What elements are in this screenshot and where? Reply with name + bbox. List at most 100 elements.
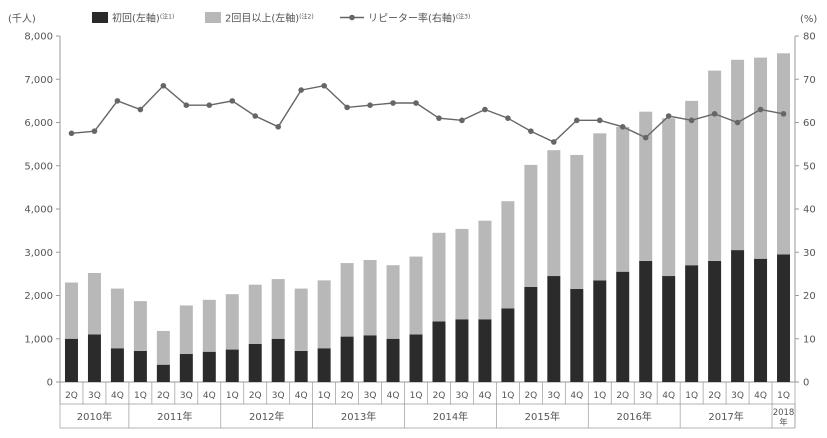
repeater-rate-point	[711, 111, 718, 117]
quarter-label: 4Q	[387, 391, 400, 401]
quarter-label: 4Q	[570, 391, 583, 401]
bar-repeat	[248, 284, 262, 344]
repeater-rate-point	[114, 98, 121, 104]
quarter-label: 2Q	[433, 391, 446, 401]
bar-repeat	[409, 256, 423, 335]
right-tick-label: 0	[803, 378, 809, 389]
legend-note: (注1)	[160, 13, 175, 21]
quarter-label: 3Q	[456, 391, 469, 401]
right-axis-unit: (%)	[800, 14, 817, 25]
year-label: 2018	[773, 408, 795, 418]
quarter-label: 1Q	[501, 391, 514, 401]
quarter-label: 4Q	[662, 391, 675, 401]
repeater-rate-point	[619, 124, 626, 130]
quarter-label: 3Q	[639, 391, 652, 401]
bar-repeat	[639, 111, 653, 261]
quarter-label: 2Q	[341, 391, 354, 401]
repeater-rate-point	[68, 130, 75, 137]
bar-repeat	[64, 282, 78, 339]
quarter-label: 3Q	[547, 391, 560, 401]
quarter-label: 3Q	[88, 391, 101, 401]
x-axis-labels: 2Q 3Q 4Q 1Q 2Q 3Q 4Q 1Q 2Q 3Q 4Q 1Q 2Q 3Q 4Q 1Q 2Q 3Q 4Q 1Q…	[59, 382, 796, 429]
right-tick-label: 70	[803, 75, 816, 86]
bar-repeat	[432, 232, 446, 322]
bar-repeat	[340, 263, 354, 337]
quarter-label: 1Q	[134, 391, 147, 401]
bar-first-time	[110, 348, 124, 382]
quarter-label: 1Q	[318, 391, 331, 401]
bar-first-time	[386, 338, 400, 382]
repeater-rate-point	[229, 98, 236, 104]
bar-first-time	[87, 334, 101, 382]
quarter-label: 2Q	[157, 391, 170, 401]
year-label: 2015年	[525, 410, 560, 423]
bar-repeat	[731, 59, 745, 251]
bar-first-time	[64, 338, 78, 382]
repeater-rate-point	[505, 115, 511, 121]
bar-first-time	[202, 351, 216, 382]
repeater-rate-point	[642, 134, 649, 141]
repeater-rate-point	[160, 82, 167, 89]
bar-repeat	[616, 126, 630, 272]
year-label: 2011年	[157, 410, 192, 423]
quarter-label: 1Q	[593, 391, 606, 401]
bar-repeat	[156, 330, 170, 365]
bar-repeat	[547, 150, 561, 277]
quarter-label: 3Q	[272, 391, 285, 401]
bar-first-time	[455, 319, 469, 382]
quarter-label: 1Q	[410, 391, 423, 401]
right-tick-label: 80	[803, 32, 816, 43]
bar-first-time	[271, 338, 285, 382]
legend-label: 初回(左軸)(注1)	[112, 12, 174, 25]
bar-repeat	[87, 273, 101, 335]
left-tick-label: 5,000	[24, 161, 53, 172]
quarter-label: 1Q	[685, 391, 698, 401]
bar-repeat	[133, 301, 147, 351]
repeater-rate-point	[413, 100, 419, 106]
bar-repeat	[570, 154, 584, 290]
bar-repeat	[271, 279, 285, 339]
quarter-label: 4Q	[295, 391, 308, 401]
bar-repeat	[777, 53, 791, 255]
quarter-label: 4Q	[111, 391, 124, 401]
repeater-rate-point	[688, 117, 695, 124]
repeater-rate-point	[528, 128, 534, 134]
bar-repeat	[754, 57, 768, 259]
bar-first-time	[662, 276, 676, 382]
bar-first-time	[317, 348, 331, 382]
left-axis-unit: (千人)	[8, 13, 36, 25]
quarter-label: 2Q	[524, 391, 537, 401]
quarter-label: 1Q	[226, 391, 239, 401]
left-tick-label: 8,000	[24, 32, 53, 43]
repeater-rate-point	[252, 113, 259, 119]
bar-first-time	[524, 286, 538, 382]
repeater-rate-point	[551, 139, 557, 145]
left-tick-label: 4,000	[24, 205, 53, 216]
year-label: 2010年	[77, 410, 112, 423]
left-tick-label: 7,000	[24, 75, 53, 86]
bar-repeat	[501, 201, 515, 309]
bar-first-time	[731, 250, 745, 382]
repeater-rate-point	[573, 117, 580, 124]
repeater-rate-point	[91, 128, 98, 134]
bar-repeat	[708, 70, 722, 261]
repeater-rate-point	[298, 87, 304, 93]
bar-first-time	[432, 321, 446, 382]
bar-first-time	[593, 280, 607, 382]
right-tick-label: 10	[803, 334, 816, 345]
legend-note: (注2)	[299, 13, 314, 21]
bar-first-time	[409, 334, 423, 382]
bar-first-time	[754, 258, 768, 382]
bar-first-time	[547, 276, 561, 382]
bar-repeat	[202, 299, 216, 352]
quarter-label: 2Q	[708, 391, 721, 401]
year-label: 2012年	[249, 410, 284, 423]
repeater-rate-point	[436, 115, 442, 121]
year-label: 2014年	[433, 410, 468, 423]
repeater-rate-point	[206, 102, 213, 108]
bar-first-time	[478, 319, 492, 382]
quarter-label: 4Q	[754, 391, 767, 401]
bar-first-time	[225, 349, 239, 382]
repeater-rate-point	[183, 102, 190, 108]
